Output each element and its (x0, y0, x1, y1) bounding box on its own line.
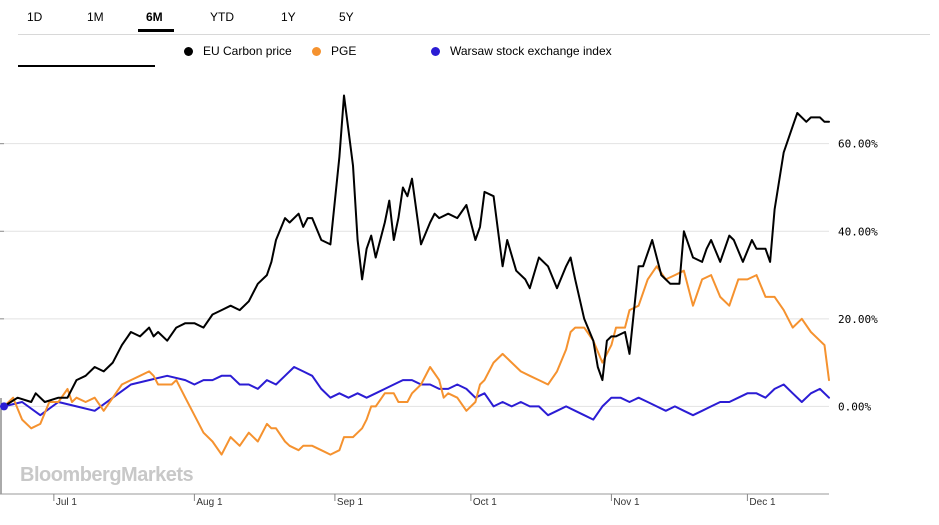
legend-dot-icon (312, 47, 321, 56)
y-tick-label: 20.00% (838, 313, 878, 326)
series-line-pge (3, 265, 830, 456)
legend-item-eu-carbon[interactable]: EU Carbon price (184, 44, 292, 58)
active-tab-underline (138, 29, 174, 32)
legend-underline (18, 65, 155, 67)
tab-5y[interactable]: 5Y (339, 10, 354, 24)
y-tick-label: 40.00% (838, 225, 878, 238)
bloomberg-markets-logo: BloombergMarkets (20, 464, 194, 486)
legend-dot-icon (184, 47, 193, 56)
y-tick-label: 60.00% (838, 138, 878, 151)
legend-label: PGE (331, 44, 357, 58)
legend-item-warsaw-index[interactable]: Warsaw stock exchange index (431, 44, 612, 58)
series-line-eu-carbon-price (3, 94, 830, 408)
x-tick-label: Oct 1 (473, 497, 497, 508)
tabs-divider (18, 34, 930, 35)
legend-label: EU Carbon price (203, 44, 292, 58)
legend-label: Warsaw stock exchange index (450, 44, 612, 58)
tab-1y[interactable]: 1Y (281, 10, 296, 24)
tab-ytd[interactable]: YTD (210, 10, 234, 24)
legend-item-pge[interactable]: PGE (312, 44, 356, 58)
x-tick-label: Jul 1 (56, 497, 78, 508)
x-tick-label: Nov 1 (613, 497, 640, 508)
tab-6m[interactable]: 6M (146, 10, 163, 24)
series-start-marker (0, 402, 8, 411)
legend-dot-icon (431, 47, 440, 56)
y-tick-label: 0.00% (838, 400, 871, 413)
tab-1m[interactable]: 1M (87, 10, 104, 24)
series-line-warsaw-stock-exchange-index (3, 366, 830, 421)
x-tick-label: Dec 1 (749, 497, 776, 508)
x-tick-label: Aug 1 (196, 497, 223, 508)
timeframe-tabs: 1D 1M 6M YTD 1Y 5Y (0, 0, 939, 36)
x-tick-label: Sep 1 (337, 497, 364, 508)
tab-1d[interactable]: 1D (27, 10, 43, 24)
